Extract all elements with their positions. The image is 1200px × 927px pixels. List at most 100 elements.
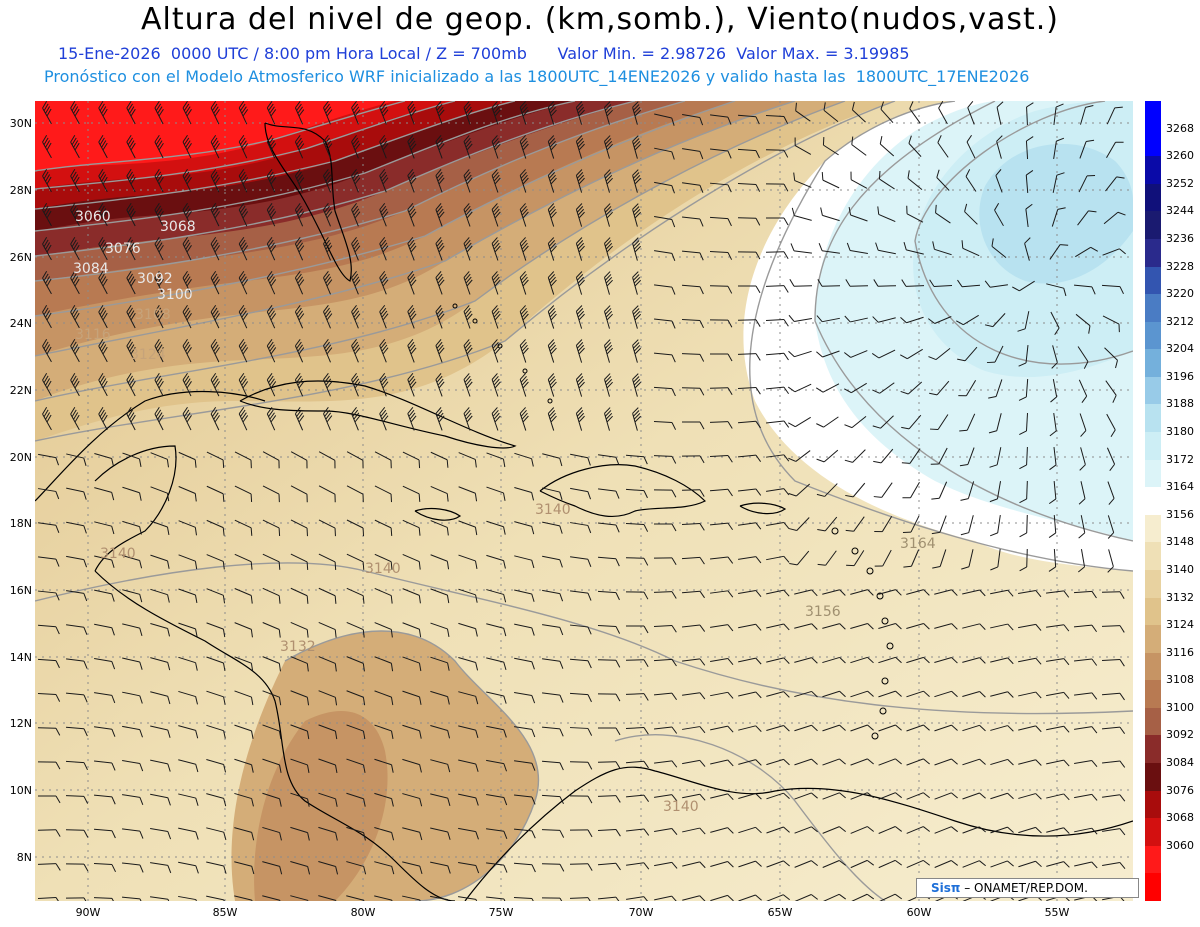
wind-barb	[154, 304, 164, 329]
wind-barb	[65, 829, 89, 838]
wind-barb	[435, 305, 445, 329]
wind-barb	[1024, 237, 1031, 261]
wind-barb	[1025, 136, 1034, 160]
legend-swatch	[1145, 514, 1161, 543]
wind-barb	[38, 556, 60, 567]
wind-barb	[654, 895, 678, 901]
wind-barb	[984, 280, 1008, 288]
wind-barb	[989, 481, 1002, 503]
wind-barb	[290, 485, 308, 503]
wind-barb	[681, 455, 705, 464]
wind-barb	[206, 656, 226, 672]
wind-barb	[294, 134, 305, 159]
wind-barb	[737, 114, 760, 125]
wind-barb	[126, 372, 136, 397]
wind-barb	[37, 727, 61, 736]
wind-barb	[463, 169, 473, 193]
wind-barb	[844, 415, 867, 429]
wind-barb	[990, 657, 1014, 665]
wind-barb	[996, 135, 1003, 159]
wind-barb	[65, 692, 88, 703]
wind-barb	[323, 372, 333, 397]
wind-barb	[519, 305, 529, 329]
band-3116-south	[254, 711, 388, 901]
wind-barb	[463, 305, 473, 329]
wind-barb	[990, 589, 1014, 597]
wind-barb	[682, 148, 704, 160]
wind-barb	[1046, 793, 1070, 801]
wind-barb	[70, 372, 80, 397]
wind-barb	[909, 101, 921, 124]
wind-barb	[93, 862, 116, 873]
wind-barb	[379, 237, 389, 261]
wind-barb	[435, 135, 445, 159]
wind-barb	[206, 793, 227, 807]
wind-barb	[787, 383, 812, 393]
wind-barb	[542, 453, 563, 467]
wind-barb	[290, 861, 311, 875]
wind-barb	[626, 896, 650, 901]
wind-barb	[294, 236, 305, 261]
wind-barb	[1078, 379, 1088, 404]
wind-barb	[737, 285, 761, 294]
lat-label: 8N	[16, 851, 32, 864]
wind-barb	[851, 136, 867, 156]
wind-barb	[66, 590, 88, 602]
wind-barb	[816, 350, 840, 358]
wind-barb	[458, 452, 477, 468]
wind-barb	[374, 587, 393, 604]
wind-barb	[765, 217, 789, 226]
wind-barb	[1102, 248, 1126, 256]
lat-label: 16N	[9, 584, 32, 597]
wind-barb	[995, 169, 1003, 193]
wind-barb	[822, 690, 846, 698]
wind-barb	[597, 761, 621, 769]
wind-barb	[547, 407, 557, 431]
wind-barb	[789, 279, 813, 287]
wind-barb	[514, 657, 535, 670]
wind-barb	[654, 284, 676, 295]
wind-barb	[374, 758, 394, 773]
wind-barb	[1052, 172, 1065, 193]
wind-barb	[845, 482, 866, 498]
wind-barb	[65, 760, 88, 771]
wind-barb	[430, 451, 449, 468]
wind-barb	[625, 454, 648, 465]
wind-barb	[626, 862, 650, 870]
wind-barb	[486, 691, 507, 704]
wind-barb	[597, 625, 621, 634]
wind-barb	[873, 279, 897, 287]
wind-barb	[458, 691, 479, 705]
lon-label: 65W	[767, 906, 793, 919]
wind-barb	[491, 169, 501, 193]
wind-barb	[1026, 102, 1034, 126]
wind-barb	[121, 862, 144, 873]
wind-barb	[178, 622, 198, 637]
wind-barb	[682, 658, 706, 666]
wind-barb	[737, 217, 761, 226]
wind-barb	[290, 553, 309, 570]
wind-barb	[402, 861, 423, 874]
wind-barb	[569, 727, 593, 736]
wind-barb	[766, 488, 790, 496]
wind-barb	[1018, 860, 1042, 868]
wind-barb	[878, 792, 902, 800]
wind-barb	[709, 251, 733, 260]
lat-label: 10N	[9, 784, 32, 797]
wind-barb	[653, 421, 677, 430]
wind-barb	[430, 554, 450, 570]
wind-barb	[817, 279, 841, 287]
wind-barb	[822, 137, 839, 156]
lat-label: 18N	[9, 517, 32, 530]
legend-level-label: 3236	[1166, 231, 1194, 245]
wind-barb	[98, 338, 108, 363]
wind-barb	[463, 339, 473, 363]
wind-barb	[126, 270, 136, 295]
wind-barb	[872, 415, 894, 429]
wind-barb	[766, 555, 790, 563]
wind-barb	[851, 101, 866, 123]
wind-barb	[547, 203, 557, 227]
wind-barb	[654, 794, 678, 802]
wind-barb	[1046, 861, 1070, 868]
wind-barb	[597, 522, 620, 533]
